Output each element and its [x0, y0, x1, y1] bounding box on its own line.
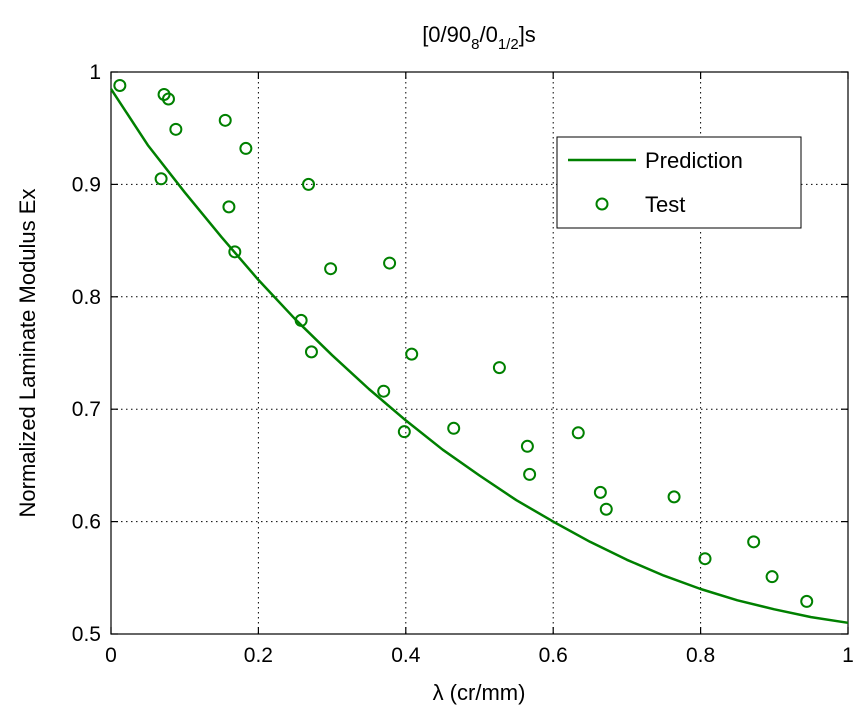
test-point	[324, 262, 338, 276]
chart-title: [0/908/01/2]s	[422, 22, 536, 53]
prediction-line	[109, 88, 849, 625]
y-tick-label: 0.5	[72, 623, 101, 646]
x-tick-label: 0	[105, 644, 117, 667]
test-point	[698, 552, 712, 566]
test-point	[239, 141, 253, 155]
y-tick-label: 0.8	[72, 286, 101, 309]
title-part-e: ]s	[519, 22, 536, 47]
test-point	[169, 122, 183, 136]
test-point	[405, 347, 419, 361]
test-point	[492, 361, 506, 375]
axis-ticks: 0 0.2 0.4 0.6 0.8 1 0.5 0.6 0.7 0.8 0.9 1	[72, 61, 853, 667]
test-point	[294, 313, 308, 327]
legend-test-swatch	[595, 197, 609, 211]
test-point	[520, 439, 534, 453]
y-tick-label: 0.9	[72, 173, 101, 196]
legend-test-label: Test	[645, 192, 685, 217]
x-tick-label: 0.4	[391, 644, 421, 667]
legend-prediction-label: Prediction	[645, 148, 743, 173]
test-point	[218, 113, 232, 127]
title-subscript-b: 1/2	[498, 36, 519, 53]
test-point	[397, 425, 411, 439]
test-point	[523, 467, 537, 481]
test-point	[447, 421, 461, 435]
test-point	[154, 172, 168, 186]
legend-box	[556, 136, 802, 229]
x-tick-label: 0.8	[686, 644, 715, 667]
series-layer	[109, 78, 849, 625]
test-point	[161, 92, 175, 106]
title-subscript-a: 8	[471, 36, 479, 53]
title-part-a: [0/90	[422, 22, 471, 47]
y-tick-label: 0.7	[72, 398, 101, 421]
x-tick-label: 0.2	[244, 644, 273, 667]
y-tick-label: 1	[89, 61, 101, 84]
test-point	[800, 594, 814, 608]
test-point	[765, 570, 779, 584]
test-point	[304, 345, 318, 359]
legend: Prediction Test	[556, 136, 802, 229]
test-point	[113, 78, 127, 92]
title-part-c: /0	[479, 22, 497, 47]
test-point	[593, 485, 607, 499]
x-tick-label: 0.6	[539, 644, 568, 667]
test-point	[599, 502, 613, 516]
test-point	[302, 177, 316, 191]
test-point	[667, 490, 681, 504]
y-tick-label: 0.6	[72, 511, 101, 534]
test-point	[377, 384, 391, 398]
x-tick-label: 1	[842, 644, 853, 667]
test-point	[222, 200, 236, 214]
test-point	[747, 535, 761, 549]
test-point	[383, 256, 397, 270]
test-point	[228, 245, 242, 259]
y-axis-label: Normalized Laminate Modulus Ex	[15, 189, 40, 518]
test-point	[571, 426, 585, 440]
x-axis-label: λ (cr/mm)	[433, 680, 526, 705]
plot-border	[110, 71, 849, 635]
